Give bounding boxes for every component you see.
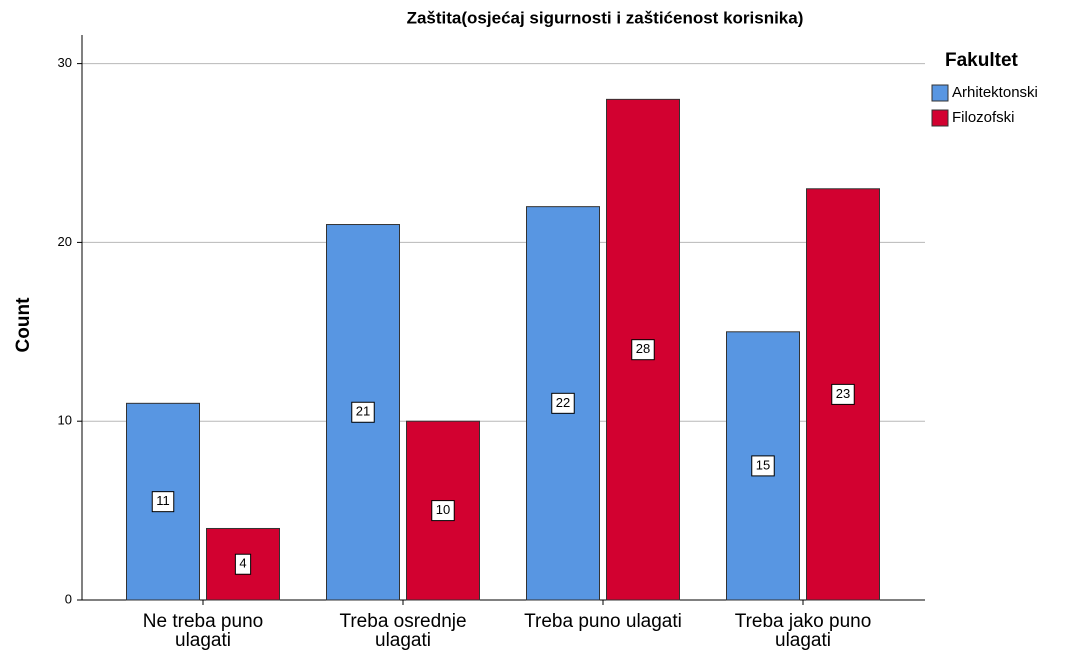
bar <box>806 188 880 601</box>
data-label-box <box>751 455 775 477</box>
data-label: 11 <box>156 493 170 508</box>
data-label: 10 <box>436 502 450 517</box>
y-tick-label: 30 <box>58 55 72 70</box>
x-tick-label: Treba osrednje ulagati <box>339 611 467 651</box>
y-tick-label: 10 <box>58 413 72 428</box>
data-label-box <box>551 392 575 414</box>
data-label: 28 <box>636 341 650 356</box>
x-tick-label: Treba puno ulagati <box>524 611 682 632</box>
data-label-box <box>151 491 175 513</box>
legend-title: Fakultet <box>945 50 1019 71</box>
x-tick-label: Ne treba puno ulagati <box>142 611 264 651</box>
legend-swatch <box>931 109 949 127</box>
data-label: 15 <box>756 457 770 472</box>
chart-title: Zaštita(osjećaj sigurnosti i zaštićenost… <box>407 8 804 27</box>
data-label: 23 <box>836 386 850 401</box>
data-label-box <box>234 553 252 575</box>
legend-swatch <box>931 84 949 102</box>
y-tick-label: 20 <box>58 234 72 249</box>
legend-label: Filozofski <box>952 109 1015 126</box>
data-label: 21 <box>356 404 370 419</box>
y-tick-label: 0 <box>65 591 72 606</box>
x-tick-label: Treba jako puno ulagati <box>734 611 872 651</box>
data-label-box <box>351 401 375 423</box>
data-label-box <box>831 383 855 405</box>
data-label: 22 <box>556 395 570 410</box>
data-label-box <box>631 339 655 361</box>
data-label: 4 <box>239 556 246 571</box>
y-axis-label: Count <box>13 297 34 353</box>
legend-label: Arhitektonski <box>952 84 1038 101</box>
data-label-box <box>431 500 455 522</box>
